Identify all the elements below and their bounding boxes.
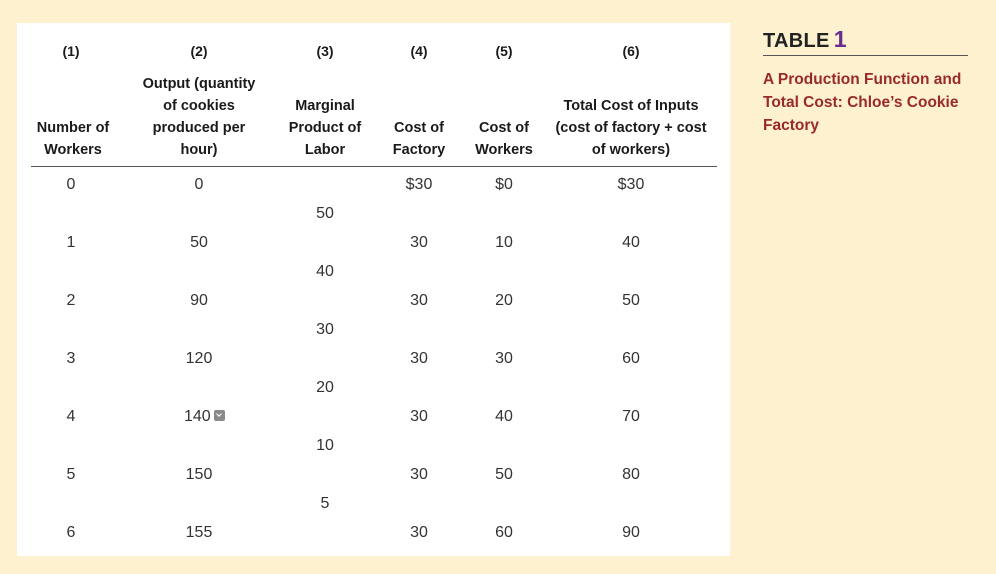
header-marginal-product: Marginal Product of Labor <box>288 98 362 158</box>
header-number-of-workers: Number of Workers <box>36 120 110 158</box>
column-number-4: (4) <box>410 43 428 59</box>
cell-total-cost: 70 <box>622 408 640 425</box>
cell-total-cost: 80 <box>622 466 640 483</box>
cell-workers: 6 <box>66 524 76 541</box>
cell-cost-factory: 30 <box>410 408 428 425</box>
table-title: TABLE 1 <box>763 26 847 53</box>
dropdown-marker-icon[interactable] <box>213 410 225 422</box>
cell-cost-workers: $0 <box>495 176 513 193</box>
cell-marginal-product: 5 <box>320 495 330 512</box>
cell-output: 140 <box>184 408 211 425</box>
cell-output: 150 <box>185 466 213 483</box>
table-title-word: TABLE <box>763 30 830 52</box>
column-number-6: (6) <box>622 43 640 59</box>
column-number-5: (5) <box>495 43 513 59</box>
cell-total-cost: 60 <box>622 350 640 367</box>
cell-cost-factory: $30 <box>405 176 433 193</box>
cell-workers: 0 <box>66 176 76 193</box>
table-panel: (1) (2) (3) (4) (5) (6) Number of Worker… <box>17 23 730 556</box>
header-rule <box>31 166 717 167</box>
header-output: Output (quantity of cookies produced per… <box>142 76 256 158</box>
cell-total-cost: 90 <box>622 524 640 541</box>
cell-workers: 4 <box>66 408 76 425</box>
cell-total-cost: $30 <box>617 176 645 193</box>
cell-total-cost: 40 <box>622 234 640 251</box>
cell-output: 155 <box>185 524 213 541</box>
table-title-number: 1 <box>833 26 847 52</box>
cell-cost-factory: 30 <box>410 292 428 309</box>
cell-cost-workers: 60 <box>495 524 513 541</box>
cell-output: 120 <box>185 350 213 367</box>
cell-marginal-product: 20 <box>316 379 334 396</box>
cell-workers: 5 <box>66 466 76 483</box>
cell-cost-workers: 20 <box>495 292 513 309</box>
cell-workers: 2 <box>66 292 76 309</box>
cell-workers: 3 <box>66 350 76 367</box>
cell-cost-factory: 30 <box>410 524 428 541</box>
cell-output-with-marker: 140 <box>169 408 264 426</box>
cell-marginal-product: 40 <box>316 263 334 280</box>
column-number-3: (3) <box>316 43 334 59</box>
cell-cost-workers: 10 <box>495 234 513 251</box>
cell-workers: 1 <box>66 234 76 251</box>
cell-marginal-product: 30 <box>316 321 334 338</box>
table-caption: A Production Function and Total Cost: Ch… <box>763 71 962 134</box>
cell-cost-workers: 40 <box>495 408 513 425</box>
column-number-2: (2) <box>190 43 208 59</box>
cell-cost-factory: 30 <box>410 234 428 251</box>
cell-marginal-product: 10 <box>316 437 334 454</box>
cell-cost-factory: 30 <box>410 466 428 483</box>
header-total-cost: Total Cost of Inputs (cost of factory + … <box>555 98 707 158</box>
column-number-1: (1) <box>62 43 80 59</box>
cell-cost-workers: 50 <box>495 466 513 483</box>
cell-total-cost: 50 <box>622 292 640 309</box>
title-rule <box>763 55 968 56</box>
cell-cost-workers: 30 <box>495 350 513 367</box>
cell-output: 50 <box>190 234 208 251</box>
cell-output: 90 <box>190 292 208 309</box>
header-cost-of-workers: Cost of Workers <box>475 120 533 158</box>
header-cost-of-factory: Cost of Factory <box>392 120 446 158</box>
cell-cost-factory: 30 <box>410 350 428 367</box>
cell-output: 0 <box>194 176 204 193</box>
cell-marginal-product: 50 <box>316 205 334 222</box>
